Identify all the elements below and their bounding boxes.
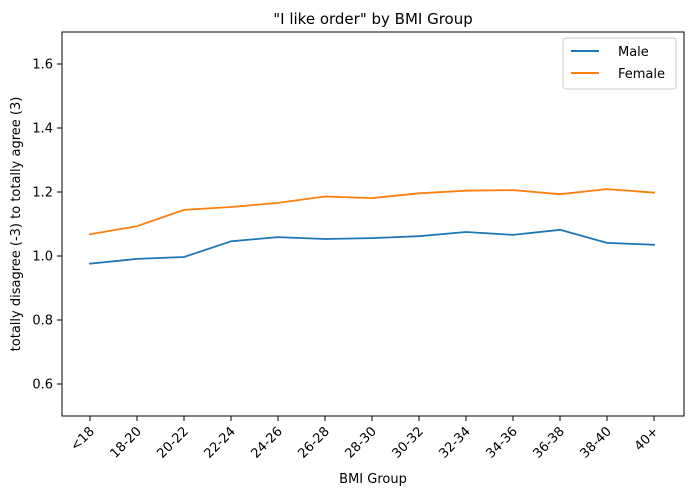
y-axis-label: totally disagree (-3) to totally agree (… <box>9 97 24 352</box>
x-tick-label: 24-26 <box>249 424 286 461</box>
y-tick-label: 1.6 <box>32 58 53 73</box>
series-line-female <box>88 188 655 236</box>
x-tick-label: 32-34 <box>437 424 474 461</box>
legend-label-male: Male <box>618 45 649 60</box>
y-axis: 0.6 0.8 1.0 1.2 1.4 1.6 <box>32 58 62 393</box>
x-tick-label: 18-20 <box>108 424 145 461</box>
y-tick-label: 0.6 <box>32 378 53 393</box>
y-tick-label: 1.2 <box>32 186 53 201</box>
y-tick-label: 1.4 <box>32 122 53 137</box>
series-lines <box>88 188 655 265</box>
x-tick-label: 28-30 <box>343 424 380 461</box>
x-tick-label: 22-24 <box>202 424 239 461</box>
y-tick-label: 0.8 <box>32 314 53 329</box>
x-axis: <18 18-20 20-22 22-24 24-26 26-28 28-30 30-32 32… <box>68 416 662 462</box>
legend: Male Female <box>562 37 677 90</box>
chart-title: "I like order" by BMI Group <box>273 10 473 28</box>
x-tick-label: 40+ <box>632 424 662 454</box>
x-tick-label: <18 <box>68 424 98 454</box>
plot-area <box>61 31 685 417</box>
x-tick-label: 30-32 <box>390 424 427 461</box>
x-tick-label: 26-28 <box>296 424 333 461</box>
y-tick-label: 1.0 <box>32 250 53 265</box>
series-line-male <box>89 228 655 265</box>
legend-label-female: Female <box>618 67 665 82</box>
x-tick-label: 34-36 <box>484 424 521 461</box>
x-tick-label: 36-38 <box>531 424 568 461</box>
x-axis-label: BMI Group <box>339 472 407 487</box>
x-tick-label: 20-22 <box>155 424 192 461</box>
x-tick-label: 38-40 <box>578 424 615 461</box>
